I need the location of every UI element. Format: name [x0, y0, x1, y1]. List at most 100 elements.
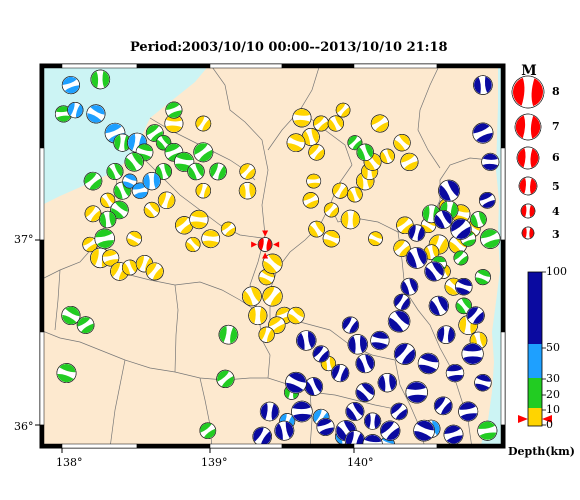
depth-label-20: 20 [546, 388, 560, 401]
event-marker [428, 295, 449, 316]
mag-legend-ball-7 [514, 113, 542, 141]
event-marker [242, 286, 262, 307]
event-marker [292, 108, 312, 128]
event-marker [379, 148, 395, 164]
lon-label-139: 139° [201, 456, 228, 469]
event-marker [67, 101, 84, 119]
event-marker [157, 191, 176, 210]
event-marker [262, 286, 283, 307]
mag-legend-ball-8 [511, 75, 545, 109]
event-marker [474, 269, 491, 286]
event-marker [466, 306, 485, 325]
event-marker [443, 424, 464, 445]
event-marker [436, 325, 456, 344]
lat-label-37: 37° [14, 233, 34, 246]
event-marker [296, 330, 317, 351]
event-marker [364, 412, 382, 430]
mag-legend-ball-5 [518, 176, 538, 196]
event-marker [387, 310, 411, 333]
map-area [40, 64, 505, 448]
depth-unit-label: Depth(km) [508, 445, 575, 458]
event-marker [124, 152, 144, 172]
event-marker [347, 334, 368, 355]
map-frame [35, 63, 506, 453]
event-marker [400, 277, 419, 296]
event-marker [84, 205, 102, 223]
mag-label-7: 7 [552, 120, 560, 133]
mag-label-6: 6 [552, 151, 560, 164]
event-marker [445, 363, 465, 383]
depth-label-10: 10 [546, 403, 560, 416]
magnitude-legend-heading: M [521, 63, 537, 79]
event-marker [218, 324, 239, 345]
event-marker [285, 371, 307, 394]
event-marker [474, 374, 492, 392]
event-marker [286, 133, 306, 153]
event-marker [291, 400, 313, 423]
event-marker [76, 316, 95, 334]
map-title: Period:2003/10/10 00:00--2013/10/10 21:1… [130, 40, 448, 55]
event-marker [83, 171, 103, 191]
event-marker [341, 316, 360, 334]
event-marker [238, 182, 257, 200]
depth-label-100: 100 [546, 265, 567, 278]
event-marker [417, 352, 440, 375]
event-marker [268, 316, 286, 334]
event-marker [393, 342, 416, 365]
mag-legend-ball-6 [516, 146, 540, 170]
event-marker [390, 402, 408, 421]
event-marker [380, 420, 401, 441]
event-marker [340, 209, 361, 230]
event-marker [220, 221, 236, 237]
event-marker [258, 326, 275, 343]
event-marker [461, 342, 484, 365]
event-marker [248, 305, 268, 326]
event-marker [438, 179, 461, 202]
event-marker [308, 220, 325, 238]
event-marker [302, 192, 319, 209]
event-marker [99, 210, 117, 229]
event-marker [470, 211, 487, 228]
event-marker [122, 173, 138, 189]
event-marker [175, 216, 194, 235]
event-marker [370, 330, 390, 351]
mag-label-3: 3 [552, 228, 560, 241]
event-marker [480, 228, 501, 249]
event-marker [121, 259, 138, 276]
event-marker [287, 306, 305, 325]
featured-event-beachball [257, 237, 273, 252]
event-marker [86, 104, 106, 124]
event-marker [185, 236, 201, 253]
event-marker [345, 402, 365, 421]
event-marker [393, 134, 411, 152]
event-marker [313, 115, 330, 132]
event-marker [472, 122, 494, 144]
lon-label-140: 140° [347, 456, 374, 469]
event-marker [306, 173, 322, 189]
event-marker [259, 401, 280, 422]
event-marker [355, 353, 375, 374]
event-marker [195, 115, 212, 132]
event-marker [274, 420, 295, 441]
lon-label-138: 138° [56, 456, 83, 469]
event-marker [323, 202, 339, 218]
lat-label-36: 36° [14, 420, 34, 433]
event-marker [332, 182, 349, 199]
event-marker [145, 262, 164, 281]
event-marker [433, 210, 453, 229]
event-marker [110, 200, 129, 220]
event-marker [131, 182, 149, 199]
event-marker [90, 69, 111, 90]
event-marker [413, 419, 435, 442]
event-marker [209, 162, 227, 181]
event-marker [316, 417, 335, 436]
event-marker [193, 142, 214, 163]
event-marker [106, 163, 124, 180]
event-marker [262, 253, 283, 274]
event-marker [481, 152, 500, 171]
event-marker [355, 382, 375, 402]
event-marker [165, 101, 183, 119]
event-marker [100, 192, 116, 208]
event-markers [54, 69, 501, 448]
